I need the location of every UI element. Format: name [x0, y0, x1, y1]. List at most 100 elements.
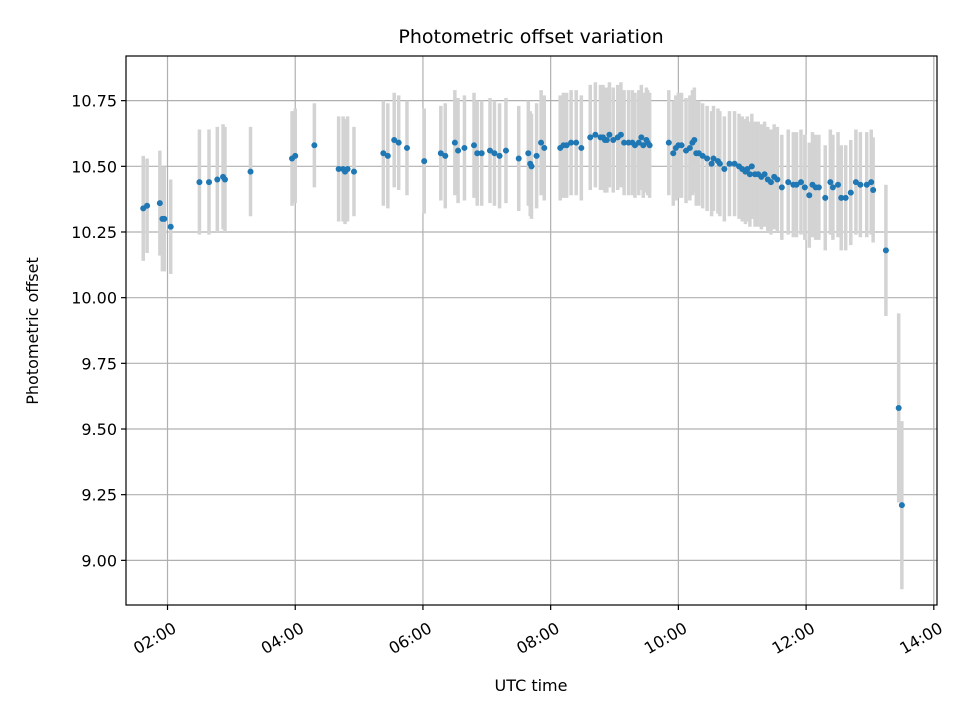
data-point: [847, 189, 854, 196]
data-point: [882, 247, 889, 254]
data-point: [801, 184, 808, 191]
data-point: [573, 139, 580, 146]
data-point: [640, 142, 647, 149]
y-axis-title: Photometric offset: [23, 257, 42, 405]
data-point: [455, 147, 462, 154]
data-point: [437, 150, 444, 157]
data-point: [167, 223, 174, 230]
data-point: [665, 139, 672, 146]
data-point: [587, 134, 594, 141]
data-point: [144, 202, 151, 209]
data-point: [870, 186, 877, 193]
data-point: [156, 200, 163, 207]
data-point: [538, 139, 545, 146]
data-points: [140, 131, 905, 509]
data-point: [785, 179, 792, 186]
data-point: [827, 179, 834, 186]
data-point: [744, 165, 751, 172]
data-point: [461, 144, 468, 151]
data-point: [704, 155, 711, 162]
data-point: [221, 176, 228, 183]
data-point: [716, 160, 723, 167]
data-point: [761, 171, 768, 178]
data-point: [635, 139, 642, 146]
data-point: [617, 131, 624, 138]
data-point: [391, 137, 398, 144]
data-point: [568, 139, 575, 146]
data-point: [421, 158, 428, 165]
data-point: [350, 168, 357, 175]
data-point: [563, 142, 570, 149]
data-point: [380, 150, 387, 157]
data-point: [491, 150, 498, 157]
data-point: [638, 134, 645, 141]
data-point: [247, 168, 254, 175]
data-point: [486, 147, 493, 154]
data-point: [515, 155, 522, 162]
data-point: [691, 137, 698, 144]
data-point: [606, 131, 613, 138]
data-point: [196, 179, 203, 186]
data-point: [797, 179, 804, 186]
data-point: [578, 144, 585, 151]
data-point: [496, 152, 503, 159]
data-point: [395, 139, 402, 146]
data-point: [442, 152, 449, 159]
data-point: [525, 150, 532, 157]
data-point: [857, 181, 864, 188]
y-tick-label: 10.50: [71, 157, 117, 176]
data-point: [898, 502, 905, 509]
data-point: [863, 181, 870, 188]
chart-title: Photometric offset variation: [398, 26, 663, 48]
data-point: [603, 137, 610, 144]
data-point: [610, 137, 617, 144]
data-point: [829, 184, 836, 191]
data-point: [686, 144, 693, 151]
data-point: [710, 155, 717, 162]
y-tick-label: 9.25: [81, 486, 117, 505]
data-point: [699, 152, 706, 159]
y-tick-label: 9.50: [81, 420, 117, 439]
y-tick-label: 10.75: [71, 92, 117, 111]
data-point: [793, 181, 800, 188]
data-point: [646, 142, 653, 149]
data-point: [815, 184, 822, 191]
data-point: [678, 142, 685, 149]
data-point: [852, 179, 859, 186]
data-point: [161, 215, 168, 222]
data-point: [842, 194, 849, 201]
plot-frame: [125, 55, 938, 606]
y-tick-label: 9.00: [81, 551, 117, 570]
data-point: [838, 194, 845, 201]
data-point: [528, 163, 535, 170]
data-point: [731, 160, 738, 167]
data-point: [806, 192, 813, 199]
data-point: [592, 131, 599, 138]
gridlines: [126, 56, 937, 605]
data-point: [822, 194, 829, 201]
data-point: [335, 165, 342, 172]
data-point: [541, 144, 548, 151]
data-point: [721, 165, 728, 172]
data-point: [778, 184, 785, 191]
x-axis-title: UTC time: [495, 676, 568, 695]
data-point: [726, 160, 733, 167]
data-point: [311, 142, 318, 149]
data-point: [478, 150, 485, 157]
y-tick-label: 9.75: [81, 354, 117, 373]
data-point: [502, 147, 509, 154]
data-point: [214, 176, 221, 183]
data-point: [895, 404, 902, 411]
data-point: [748, 163, 755, 170]
data-point: [868, 179, 875, 186]
data-point: [670, 150, 677, 157]
data-point: [384, 152, 391, 159]
data-point: [451, 139, 458, 146]
data-point: [774, 176, 781, 183]
y-tick-label: 10.00: [71, 289, 117, 308]
data-point: [708, 160, 715, 167]
data-point: [746, 171, 753, 178]
data-point: [471, 142, 478, 149]
data-point: [474, 150, 481, 157]
